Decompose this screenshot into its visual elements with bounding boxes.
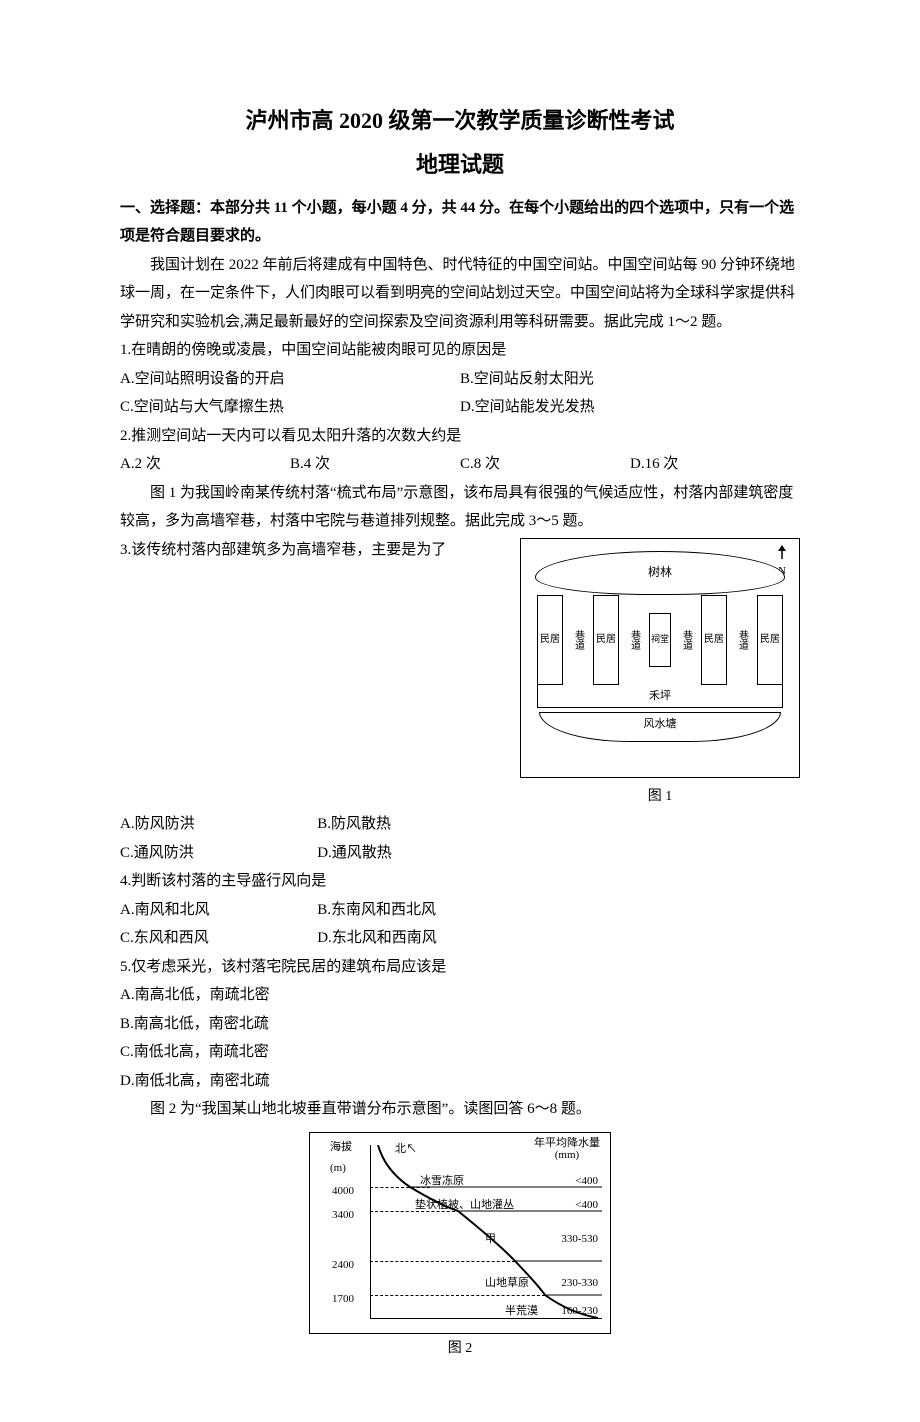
q5-optB: B.南高北低，南密北疏	[120, 1010, 800, 1039]
q2-optD: D.16 次	[630, 450, 800, 479]
q3-optB: B.防风散热	[317, 810, 514, 839]
figure-1-caption: 图 1	[520, 784, 800, 811]
q5-stem: 5.仅考虑采光，该村落宅院民居的建筑布局应该是	[120, 953, 800, 982]
figure-2: 海拔(m) 北↖ 年平均降水量(mm) 4000 3400 2400 1700	[309, 1132, 611, 1334]
figure-2-caption: 图 2	[309, 1336, 611, 1363]
q2-optB: B.4 次	[290, 450, 460, 479]
alley-3: 巷道	[680, 595, 691, 685]
section1-heading: 一、选择题：本部分共 11 个小题，每小题 4 分，共 44 分。在每个小题给出…	[120, 194, 800, 251]
house-3: 民居	[701, 595, 727, 685]
alley-1: 巷道	[572, 595, 583, 685]
forest-label: 树林	[648, 561, 672, 584]
house-1: 民居	[537, 595, 563, 685]
q5-optD: D.南低北高，南密北疏	[120, 1067, 800, 1096]
figure-1: N 树林 民居 巷道 民居 巷道 祠堂 巷道 民居 巷道 民居 禾坪 风水塘	[520, 538, 800, 778]
q2-optC: C.8 次	[460, 450, 630, 479]
q1-row1: A.空间站照明设备的开启 B.空间站反射太阳光	[120, 365, 800, 394]
hall: 祠堂	[649, 613, 671, 667]
figure-1-wrap: N 树林 民居 巷道 民居 巷道 祠堂 巷道 民居 巷道 民居 禾坪 风水塘 图…	[520, 538, 800, 811]
house-2: 民居	[593, 595, 619, 685]
alley-2: 巷道	[628, 595, 639, 685]
fig2-rain3: 230-330	[561, 1273, 598, 1294]
q4-optC: C.东风和西风	[120, 924, 317, 953]
exam-subtitle: 地理试题	[120, 144, 800, 186]
figure-2-block: 海拔(m) 北↖ 年平均降水量(mm) 4000 3400 2400 1700	[120, 1132, 800, 1363]
q3-optA: A.防风防洪	[120, 810, 317, 839]
fig2-band3: 山地草原	[485, 1273, 529, 1294]
fig2-band2: 甲	[485, 1229, 496, 1250]
q4-stem: 4.判断该村落的主导盛行风向是	[120, 867, 800, 896]
fig2-band0: 冰雪冻原	[420, 1171, 464, 1192]
fig2-band1: 垫状植被、山地灌丛	[415, 1195, 514, 1216]
q1-optB: B.空间站反射太阳光	[460, 365, 800, 394]
fig2-rain0: <400	[575, 1171, 598, 1192]
village-grid: 民居 巷道 民居 巷道 祠堂 巷道 民居 巷道 民居	[537, 595, 783, 685]
q4-row1: A.南风和北风 B.东南风和西北风	[120, 896, 514, 925]
q1-row2: C.空间站与大气摩擦生热 D.空间站能发光发热	[120, 393, 800, 422]
fig2-ylabel: 海拔(m)	[330, 1137, 352, 1179]
q2-optA: A.2 次	[120, 450, 290, 479]
passage-2: 图 1 为我国岭南某传统村落“梳式布局”示意图，该布局具有很强的气候适应性，村落…	[120, 479, 800, 536]
q4-optB: B.东南风和西北风	[317, 896, 514, 925]
heping-block: 禾坪	[537, 685, 783, 709]
q3-row1: A.防风防洪 B.防风散热	[120, 810, 514, 839]
q1-optC: C.空间站与大气摩擦生热	[120, 393, 460, 422]
alley-4: 巷道	[736, 595, 747, 685]
fig2-tick-4000: 4000	[332, 1181, 354, 1202]
fig2-tick-3400: 3400	[332, 1205, 354, 1226]
q3-row2: C.通风防洪 D.通风散热	[120, 839, 514, 868]
fengshui-wall: 风水塘	[539, 712, 781, 742]
q4-row2: C.东风和西风 D.东北风和西南风	[120, 924, 514, 953]
fig2-band4: 半荒漠	[505, 1301, 538, 1322]
q3-optC: C.通风防洪	[120, 839, 317, 868]
q4-optD: D.东北风和西南风	[317, 924, 514, 953]
q2-row: A.2 次 B.4 次 C.8 次 D.16 次	[120, 450, 800, 479]
q1-optD: D.空间站能发光发热	[460, 393, 800, 422]
passage-3: 图 2 为“我国某山地北坡垂直带谱分布示意图”。读图回答 6～8 题。	[120, 1095, 800, 1124]
passage-1: 我国计划在 2022 年前后将建成有中国特色、时代特征的中国空间站。中国空间站每…	[120, 251, 800, 337]
q1-stem: 1.在晴朗的傍晚或凌晨，中国空间站能被肉眼可见的原因是	[120, 336, 800, 365]
q2-stem: 2.推测空间站一天内可以看见太阳升落的次数大约是	[120, 422, 800, 451]
q5-optA: A.南高北低，南疏北密	[120, 981, 800, 1010]
exam-title: 泸州市高 2020 级第一次教学质量诊断性考试	[120, 100, 800, 142]
fig2-tick-1700: 1700	[332, 1289, 354, 1310]
forest-block: 树林	[535, 551, 785, 595]
q3-optD: D.通风散热	[317, 839, 514, 868]
fig2-rain1: <400	[575, 1195, 598, 1216]
q1-optA: A.空间站照明设备的开启	[120, 365, 460, 394]
q4-optA: A.南风和北风	[120, 896, 317, 925]
fig2-rain2: 330-530	[561, 1229, 598, 1250]
q5-optC: C.南低北高，南疏北密	[120, 1038, 800, 1067]
fig2-rain4: 160-230	[561, 1301, 598, 1322]
fig2-tick-2400: 2400	[332, 1255, 354, 1276]
house-4: 民居	[757, 595, 783, 685]
